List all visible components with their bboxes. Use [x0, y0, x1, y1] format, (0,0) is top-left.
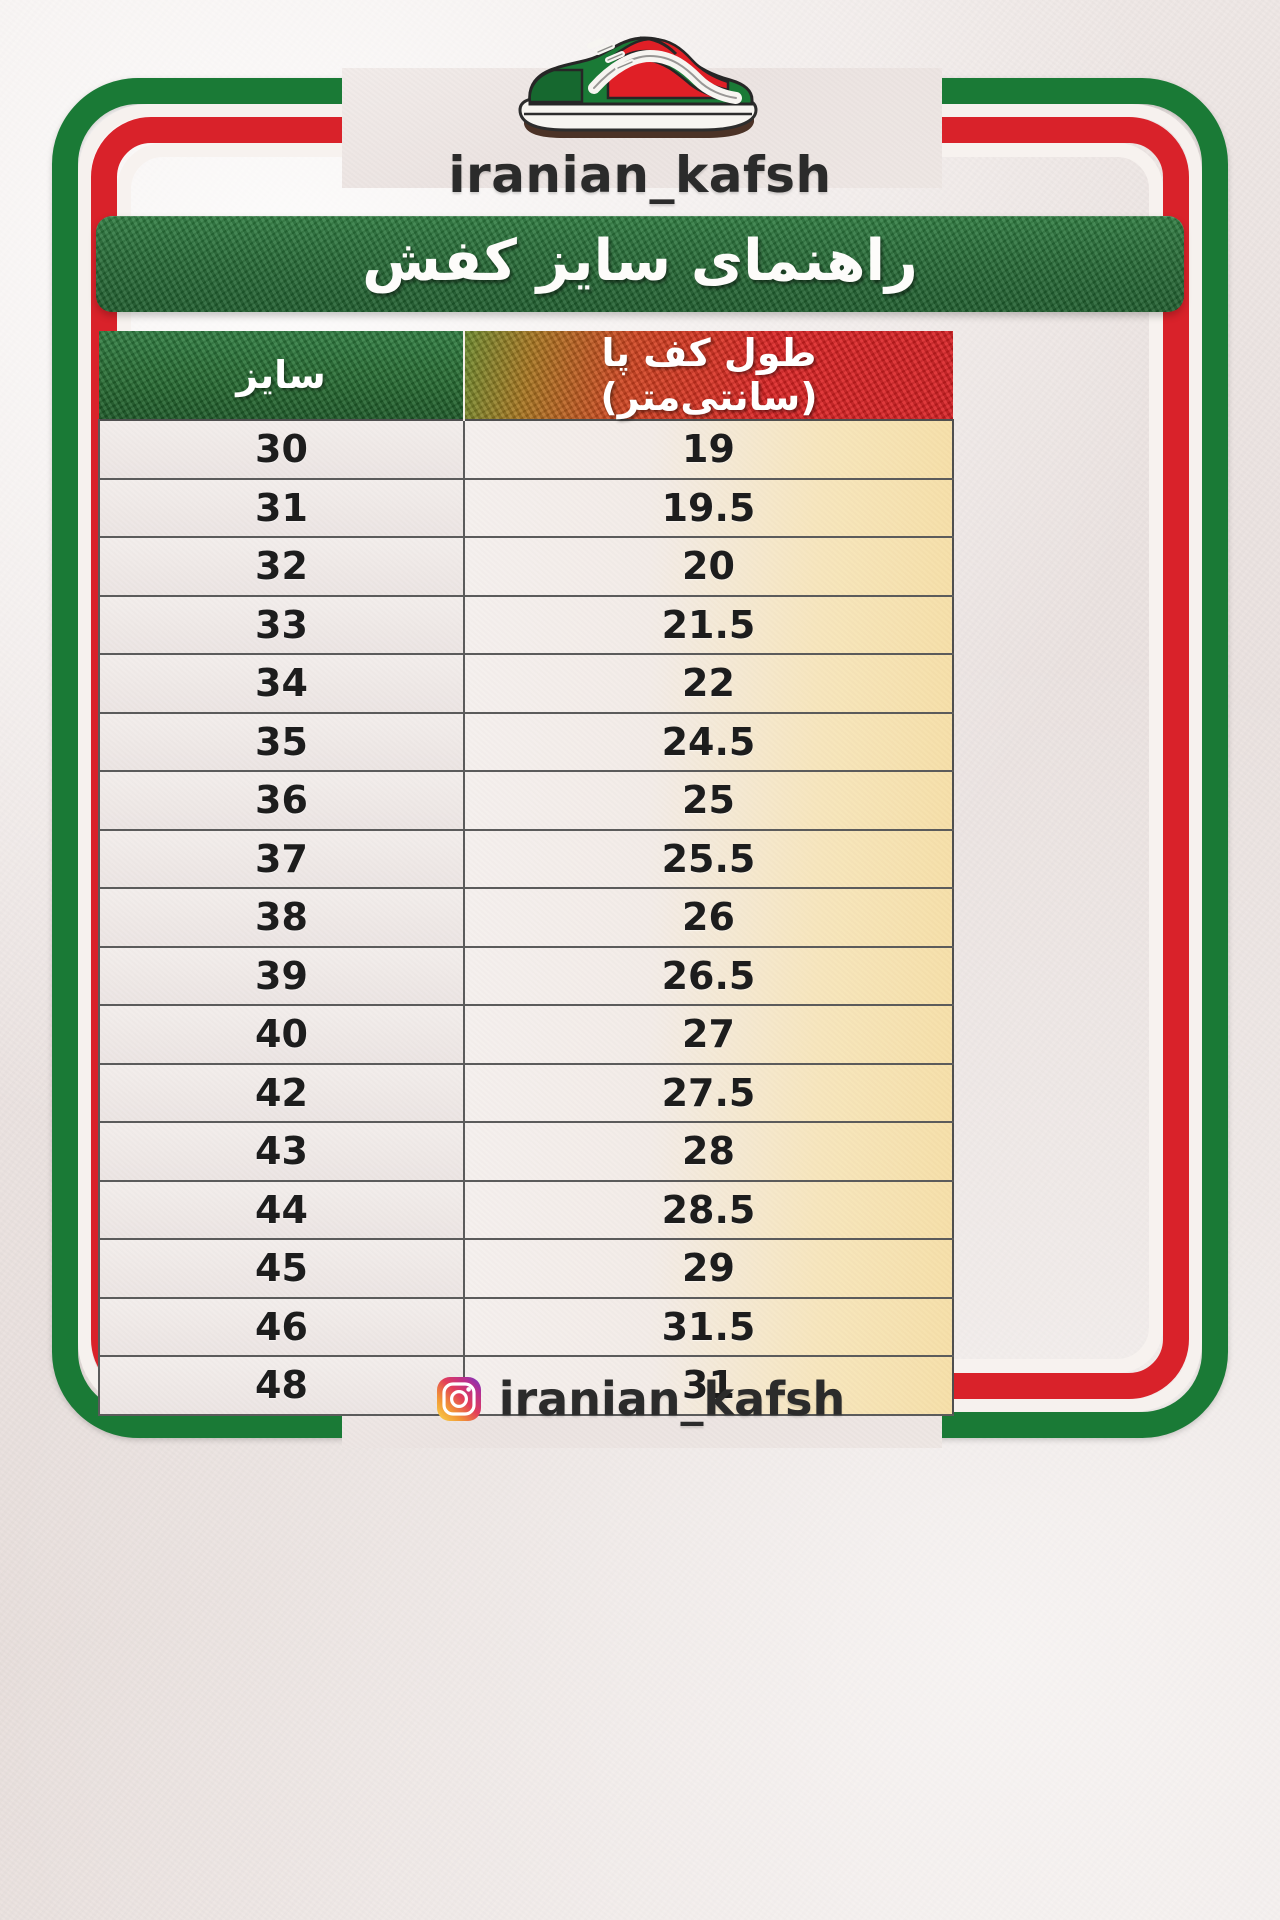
cell-foot-length: 22 — [463, 654, 954, 714]
cell-shoe-size: 39 — [98, 946, 465, 1006]
table-row: 27.5 42 — [98, 1063, 954, 1123]
cell-shoe-size: 40 — [98, 1005, 465, 1065]
cell-foot-length: 31.5 — [463, 1297, 954, 1357]
cell-shoe-size: 33 — [98, 595, 465, 655]
cell-foot-length: 28.5 — [463, 1180, 954, 1240]
table-row: 25.5 37 — [98, 829, 954, 889]
cell-shoe-size: 32 — [98, 537, 465, 597]
column-header-size: سایز — [99, 331, 465, 420]
cell-shoe-size: 46 — [98, 1297, 465, 1357]
instagram-handle[interactable]: iranian_kafsh — [498, 1372, 846, 1426]
cell-shoe-size: 35 — [98, 712, 465, 772]
title-banner: راهنمای سایز کفش — [96, 216, 1184, 312]
table-row: 29 45 — [98, 1239, 954, 1299]
column-header-length: طول کف پا (سانتی‌متر) — [464, 331, 953, 420]
table-row: 21.5 33 — [98, 595, 954, 655]
cell-foot-length: 25.5 — [463, 829, 954, 889]
size-table: طول کف پا (سانتی‌متر) سایز 19 30 19.5 31 20 3… — [98, 331, 954, 1416]
page-title: راهنمای سایز کفش — [362, 227, 918, 294]
cell-foot-length: 27 — [463, 1005, 954, 1065]
cell-foot-length: 27.5 — [463, 1063, 954, 1123]
cell-foot-length: 26 — [463, 888, 954, 948]
cell-foot-length: 20 — [463, 537, 954, 597]
table-row: 25 36 — [98, 771, 954, 831]
cell-foot-length: 21.5 — [463, 595, 954, 655]
table-row: 28 43 — [98, 1122, 954, 1182]
table-row: 19.5 31 — [98, 478, 954, 538]
size-table-container: طول کف پا (سانتی‌متر) سایز 19 30 19.5 31 20 3… — [98, 331, 954, 1416]
cell-foot-length: 28 — [463, 1122, 954, 1182]
instagram-icon[interactable] — [435, 1375, 483, 1423]
cell-shoe-size: 30 — [98, 419, 465, 480]
cell-shoe-size: 34 — [98, 654, 465, 714]
table-row: 27 40 — [98, 1005, 954, 1065]
cell-foot-length: 19.5 — [463, 478, 954, 538]
table-row: 24.5 35 — [98, 712, 954, 772]
brand-logo-block: iranian_kafsh — [0, 24, 1280, 204]
cell-shoe-size: 44 — [98, 1180, 465, 1240]
table-row: 26.5 39 — [98, 946, 954, 1006]
cell-foot-length: 24.5 — [463, 712, 954, 772]
table-body: 19 30 19.5 31 20 32 21.5 33 22 34 24.5 35 25 36 25.5 37… — [98, 419, 954, 1416]
cell-shoe-size: 38 — [98, 888, 465, 948]
table-header-row: طول کف پا (سانتی‌متر) سایز — [99, 331, 953, 420]
cell-shoe-size: 42 — [98, 1063, 465, 1123]
cell-foot-length: 19 — [463, 419, 954, 480]
cell-shoe-size: 31 — [98, 478, 465, 538]
table-row: 20 32 — [98, 537, 954, 597]
cell-foot-length: 29 — [463, 1239, 954, 1299]
table-row: 31.5 46 — [98, 1297, 954, 1357]
table-row: 22 34 — [98, 654, 954, 714]
cell-foot-length: 26.5 — [463, 946, 954, 1006]
cell-shoe-size: 45 — [98, 1239, 465, 1299]
table-row: 26 38 — [98, 888, 954, 948]
table-row: 28.5 44 — [98, 1180, 954, 1240]
cell-shoe-size: 37 — [98, 829, 465, 889]
cell-foot-length: 25 — [463, 771, 954, 831]
cell-shoe-size: 43 — [98, 1122, 465, 1182]
table-row: 19 30 — [98, 419, 954, 480]
cell-shoe-size: 36 — [98, 771, 465, 831]
brand-name: iranian_kafsh — [448, 146, 832, 204]
instagram-footer[interactable]: iranian_kafsh — [0, 1372, 1280, 1426]
table-head: طول کف پا (سانتی‌متر) سایز — [99, 331, 953, 420]
sneaker-icon — [518, 36, 758, 138]
